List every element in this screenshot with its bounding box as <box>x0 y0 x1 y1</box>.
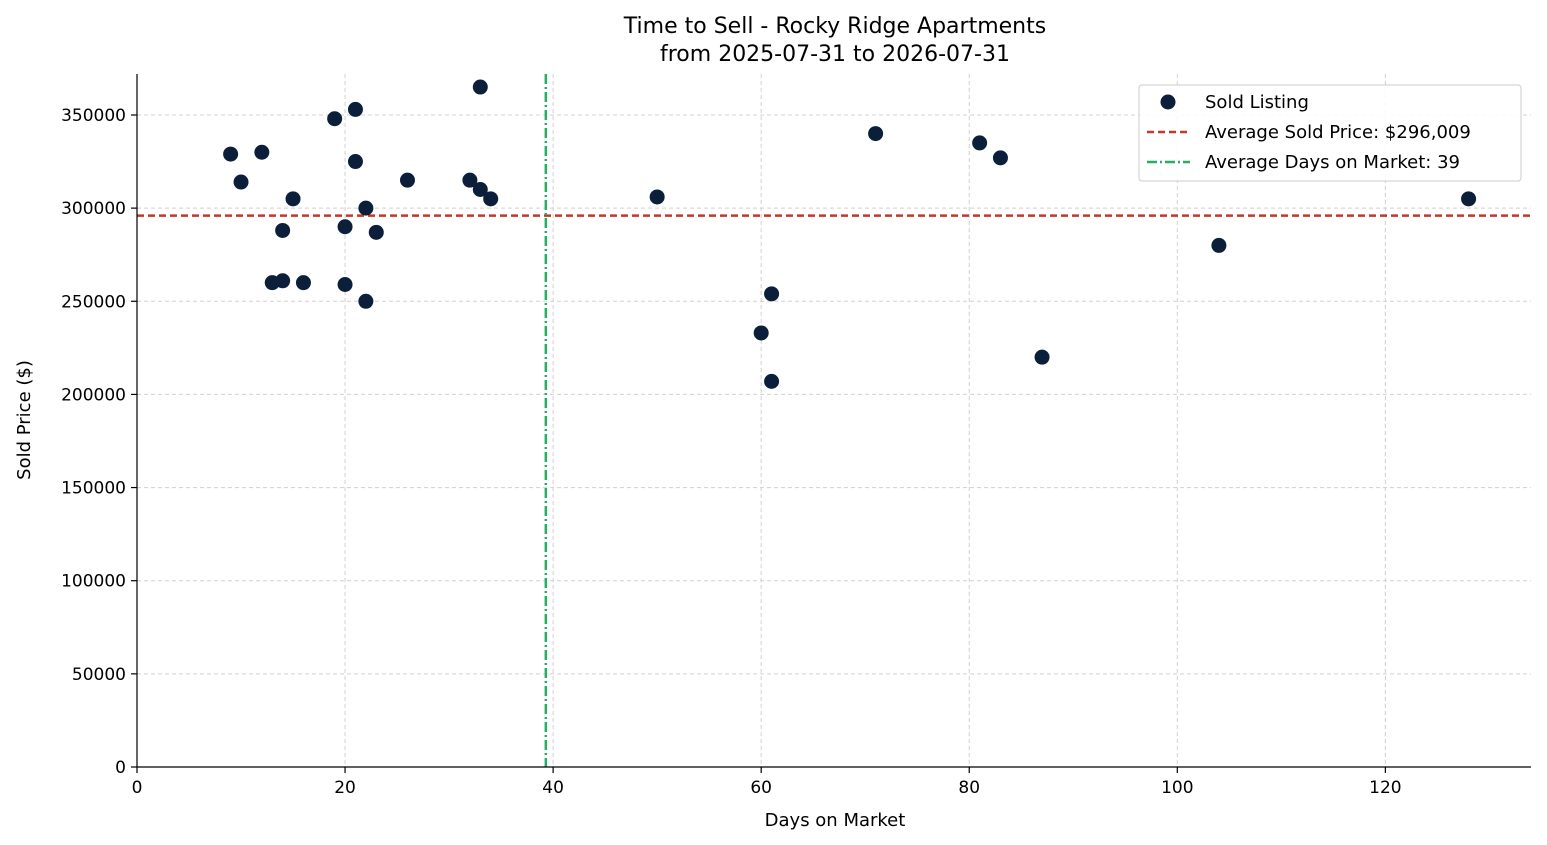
data-point <box>275 222 291 238</box>
axes <box>136 74 1531 768</box>
data-point <box>753 325 769 341</box>
y-ticks: 0 50000 100000 150000 200000 250000 300000 3500… <box>61 106 137 778</box>
data-point <box>358 293 374 309</box>
data-point <box>347 101 363 117</box>
data-point <box>472 182 488 197</box>
y-axis-label: Sold Price ($) <box>14 360 35 480</box>
y-tick-label: 300000 <box>61 199 126 219</box>
legend-box <box>1138 84 1522 182</box>
x-axis-label: Days on Market <box>765 810 906 831</box>
data-point <box>1211 237 1227 253</box>
data-point <box>1034 349 1050 365</box>
data-point <box>223 146 239 162</box>
data-points <box>223 79 1477 389</box>
legend-label-avg-days: Average Days on Market: 39 <box>1205 152 1460 173</box>
legend-label-avg-price: Average Sold Price: $296,009 <box>1205 122 1471 143</box>
data-point <box>368 224 384 240</box>
chart-title: Time to Sell - Rocky Ridge Apartments <box>623 14 1046 39</box>
data-point <box>275 273 291 289</box>
data-point <box>649 189 665 205</box>
chart-subtitle: from 2025-07-31 to 2026-07-31 <box>660 42 1010 67</box>
x-tick-label: 40 <box>542 778 564 798</box>
x-tick-label: 120 <box>1369 778 1401 798</box>
legend-label-sold-listing: Sold Listing <box>1205 92 1309 113</box>
y-tick-label: 350000 <box>61 106 126 126</box>
y-tick-label: 200000 <box>61 385 126 405</box>
data-point <box>764 286 780 302</box>
reference-lines <box>137 74 1531 767</box>
data-point <box>337 219 353 235</box>
legend-marker-sold-listing <box>1160 94 1176 110</box>
data-point <box>327 111 343 127</box>
data-point <box>399 172 415 188</box>
y-tick-label: 100000 <box>61 572 126 592</box>
data-point <box>764 373 780 389</box>
data-point <box>1461 191 1477 207</box>
y-tick-label: 250000 <box>61 292 126 312</box>
data-point <box>358 200 374 216</box>
y-tick-label: 0 <box>115 758 126 778</box>
data-point <box>337 277 353 293</box>
x-tick-label: 80 <box>958 778 980 798</box>
x-tick-label: 60 <box>750 778 772 798</box>
data-point <box>472 79 488 95</box>
data-point <box>254 144 270 160</box>
data-point <box>285 191 301 207</box>
data-point <box>868 126 884 142</box>
x-tick-label: 20 <box>334 778 356 798</box>
x-tick-label: 100 <box>1161 778 1193 798</box>
data-point <box>462 172 478 188</box>
y-tick-label: 50000 <box>72 665 126 685</box>
data-point <box>347 154 363 170</box>
legend: Sold Listing Average Sold Price: $296,00… <box>1138 84 1522 182</box>
data-point <box>483 191 499 207</box>
data-point <box>295 275 311 291</box>
x-tick-label: 0 <box>132 778 143 798</box>
data-point <box>992 150 1008 166</box>
x-ticks: 0 20 40 60 80 100 120 <box>132 767 1402 798</box>
data-point <box>233 174 249 190</box>
data-point <box>972 135 988 151</box>
y-tick-label: 150000 <box>61 479 126 499</box>
